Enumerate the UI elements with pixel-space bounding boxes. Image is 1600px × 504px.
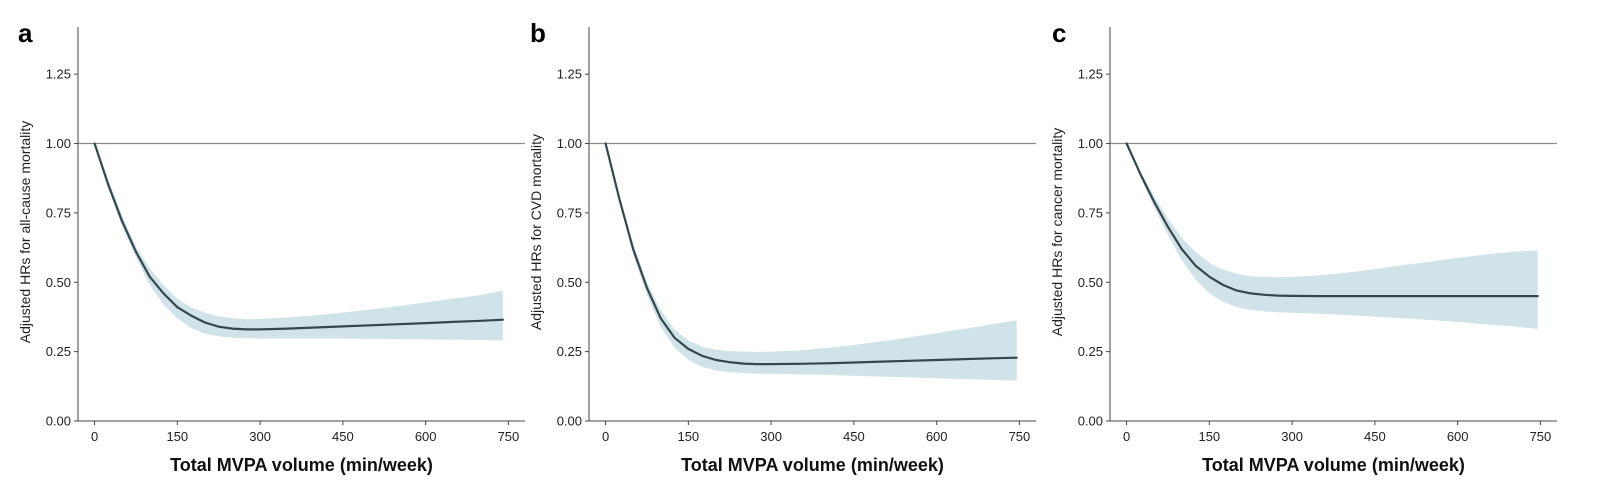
y-tick-label: 1.00 [1078,136,1103,151]
confidence-band [94,143,503,341]
x-tick-label: 750 [1530,429,1552,444]
y-tick-label: 0.00 [46,414,71,429]
y-tick-label: 0.75 [557,205,582,220]
y-tick-label: 0.50 [1078,275,1103,290]
y-tick-label: 1.25 [557,67,582,82]
y-axis-label: Adjusted HRs for CVD mortality [528,134,544,330]
x-tick-label: 150 [677,429,699,444]
confidence-band [1126,143,1538,329]
x-tick-label: 600 [926,429,948,444]
y-tick-label: 0.75 [46,205,71,220]
y-tick-label: 0.00 [1078,414,1103,429]
x-tick-label: 450 [843,429,865,444]
y-axis-label: Adjusted HRs for cancer mortality [1049,128,1065,337]
y-tick-label: 0.50 [557,275,582,290]
y-tick-label: 0.75 [1078,205,1103,220]
x-tick-label: 450 [1364,429,1386,444]
x-tick-label: 300 [760,429,782,444]
chart-panel-c: c 0.00 0.25 0.50 0.75 1.00 1.25 0 150 300 450 600 75… [1049,18,1557,475]
y-tick-label: 0.25 [1078,344,1103,359]
panel-letter: b [530,18,546,48]
x-tick-label: 750 [1009,429,1031,444]
y-axis-label: Adjusted HRs for all-cause mortality [17,121,33,344]
panel-letter: c [1052,18,1066,48]
y-tick-label: 1.25 [1078,67,1103,82]
y-tick-label: 0.50 [46,275,71,290]
chart-panel-b: b 0.00 0.25 0.50 0.75 1.00 1.25 0 150 300 450 600 75… [528,18,1036,475]
hr-curve [93,142,504,331]
y-tick-label: 0.25 [557,344,582,359]
confidence-band [605,143,1017,381]
x-axis-label: Total MVPA volume (min/week) [170,455,433,475]
x-tick-label: 300 [249,429,271,444]
hr-curve [1125,142,1539,298]
x-tick-label: 600 [415,429,437,444]
x-tick-label: 450 [332,429,354,444]
x-tick-label: 150 [166,429,188,444]
y-tick-label: 0.25 [46,344,71,359]
x-axis-label: Total MVPA volume (min/week) [1202,455,1465,475]
x-tick-label: 0 [602,429,609,444]
panel-letter: a [18,18,33,48]
x-tick-label: 150 [1198,429,1220,444]
x-axis-label: Total MVPA volume (min/week) [681,455,944,475]
x-tick-label: 300 [1281,429,1303,444]
y-tick-label: 1.00 [557,136,582,151]
x-tick-label: 0 [1123,429,1130,444]
chart-panel-a: a 0.00 0.25 0.50 0.75 1.00 1.25 0 150 300 450 600 75… [17,18,525,475]
y-tick-label: 1.00 [46,136,71,151]
hr-curve [604,142,1018,366]
x-tick-label: 0 [91,429,98,444]
y-tick-label: 0.00 [557,414,582,429]
y-tick-label: 1.25 [46,67,71,82]
x-tick-label: 600 [1447,429,1469,444]
x-tick-label: 750 [498,429,520,444]
